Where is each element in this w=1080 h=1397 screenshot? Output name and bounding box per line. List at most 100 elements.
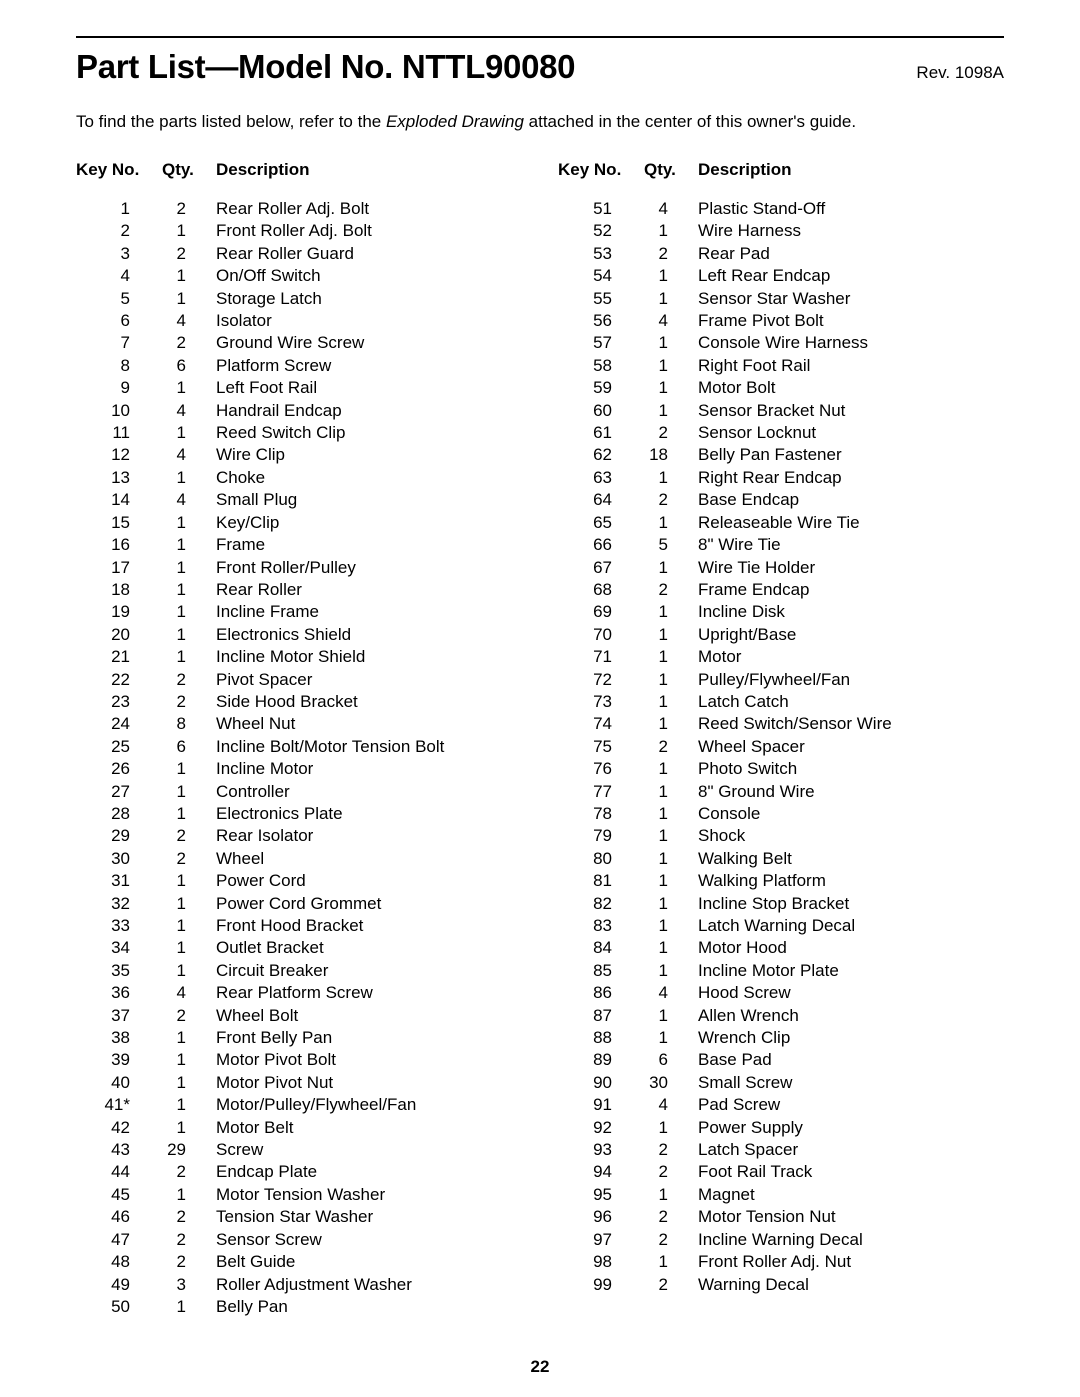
table-row: 581Right Foot Rail [558,355,1004,377]
table-row: 514Plastic Stand-Off [558,198,1004,220]
cell-qty: 4 [138,444,216,466]
cell-description: Plastic Stand-Off [698,198,1004,220]
cell-qty: 4 [620,982,698,1004]
cell-key-no: 45 [76,1184,138,1206]
table-row: 302Wheel [76,848,522,870]
cell-key-no: 68 [558,579,620,601]
table-row: 472Sensor Screw [76,1229,522,1251]
cell-description: Wheel Nut [216,713,522,735]
cell-key-no: 75 [558,736,620,758]
cell-key-no: 99 [558,1274,620,1296]
table-row: 232Side Hood Bracket [76,691,522,713]
table-row: 972Incline Warning Decal [558,1229,1004,1251]
cell-key-no: 65 [558,512,620,534]
table-row: 671Wire Tie Holder [558,557,1004,579]
page: Part List—Model No. NTTL90080 Rev. 1098A… [0,0,1080,1397]
cell-description: Choke [216,467,522,489]
cell-description: Rear Roller [216,579,522,601]
table-row: 721Pulley/Flywheel/Fan [558,669,1004,691]
cell-qty: 1 [138,624,216,646]
cell-key-no: 19 [76,601,138,623]
cell-key-no: 39 [76,1049,138,1071]
cell-description: Reed Switch Clip [216,422,522,444]
cell-qty: 1 [620,1005,698,1027]
table-row: 292Rear Isolator [76,825,522,847]
table-row: 541Left Rear Endcap [558,265,1004,287]
cell-description: Rear Roller Adj. Bolt [216,198,522,220]
title-row: Part List—Model No. NTTL90080 Rev. 1098A [76,48,1004,86]
cell-key-no: 21 [76,646,138,668]
table-row: 248Wheel Nut [76,713,522,735]
cell-description: Small Screw [698,1072,1004,1094]
cell-description: Latch Spacer [698,1139,1004,1161]
cell-key-no: 97 [558,1229,620,1251]
cell-qty: 1 [620,265,698,287]
cell-description: Storage Latch [216,288,522,310]
cell-key-no: 25 [76,736,138,758]
cell-description: Frame Endcap [698,579,1004,601]
cell-description: Sensor Locknut [698,422,1004,444]
cell-qty: 1 [138,512,216,534]
table-row: 271Controller [76,781,522,803]
cell-description: Circuit Breaker [216,960,522,982]
cell-description: Power Cord [216,870,522,892]
cell-description: Walking Belt [698,848,1004,870]
table-row: 521Wire Harness [558,220,1004,242]
cell-description: Latch Warning Decal [698,915,1004,937]
cell-key-no: 85 [558,960,620,982]
table-row: 601Sensor Bracket Nut [558,400,1004,422]
cell-key-no: 30 [76,848,138,870]
cell-qty: 1 [620,825,698,847]
table-row: 501Belly Pan [76,1296,522,1318]
cell-description: Front Hood Bracket [216,915,522,937]
cell-key-no: 63 [558,467,620,489]
cell-qty: 4 [138,310,216,332]
cell-description: Console Wire Harness [698,332,1004,354]
table-row: 281Electronics Plate [76,803,522,825]
cell-description: Motor Tension Washer [216,1184,522,1206]
cell-description: Reed Switch/Sensor Wire [698,713,1004,735]
cell-key-no: 48 [76,1251,138,1273]
table-row: 421Motor Belt [76,1117,522,1139]
cell-description: Warning Decal [698,1274,1004,1296]
cell-description: Motor Belt [216,1117,522,1139]
table-row: 942Foot Rail Track [558,1161,1004,1183]
cell-qty: 4 [138,400,216,422]
table-row: 781Console [558,803,1004,825]
cell-qty: 1 [620,758,698,780]
cell-qty: 1 [138,579,216,601]
cell-qty: 1 [138,557,216,579]
cell-qty: 6 [138,355,216,377]
cell-key-no: 8 [76,355,138,377]
table-row: 364Rear Platform Screw [76,982,522,1004]
table-row: 261Incline Motor [76,758,522,780]
cell-key-no: 69 [558,601,620,623]
cell-key-no: 98 [558,1251,620,1273]
cell-key-no: 88 [558,1027,620,1049]
cell-qty: 1 [620,624,698,646]
table-row: 211Incline Motor Shield [76,646,522,668]
cell-key-no: 73 [558,691,620,713]
intro-text: To find the parts listed below, refer to… [76,112,1004,132]
cell-description: Incline Bolt/Motor Tension Bolt [216,736,522,758]
cell-key-no: 60 [558,400,620,422]
table-row: 761Photo Switch [558,758,1004,780]
cell-key-no: 22 [76,669,138,691]
cell-key-no: 77 [558,781,620,803]
cell-key-no: 54 [558,265,620,287]
cell-qty: 2 [138,198,216,220]
cell-description: Incline Motor Shield [216,646,522,668]
cell-key-no: 93 [558,1139,620,1161]
cell-description: Sensor Bracket Nut [698,400,1004,422]
cell-key-no: 70 [558,624,620,646]
cell-qty: 2 [138,848,216,870]
cell-key-no: 40 [76,1072,138,1094]
cell-description: Incline Frame [216,601,522,623]
cell-description: Front Roller Adj. Nut [698,1251,1004,1273]
cell-qty: 2 [620,1139,698,1161]
table-row: 914Pad Screw [558,1094,1004,1116]
table-row: 571Console Wire Harness [558,332,1004,354]
right-rows: 514Plastic Stand-Off521Wire Harness532Re… [558,198,1004,1296]
cell-description: Belly Pan [216,1296,522,1318]
cell-description: Sensor Star Washer [698,288,1004,310]
